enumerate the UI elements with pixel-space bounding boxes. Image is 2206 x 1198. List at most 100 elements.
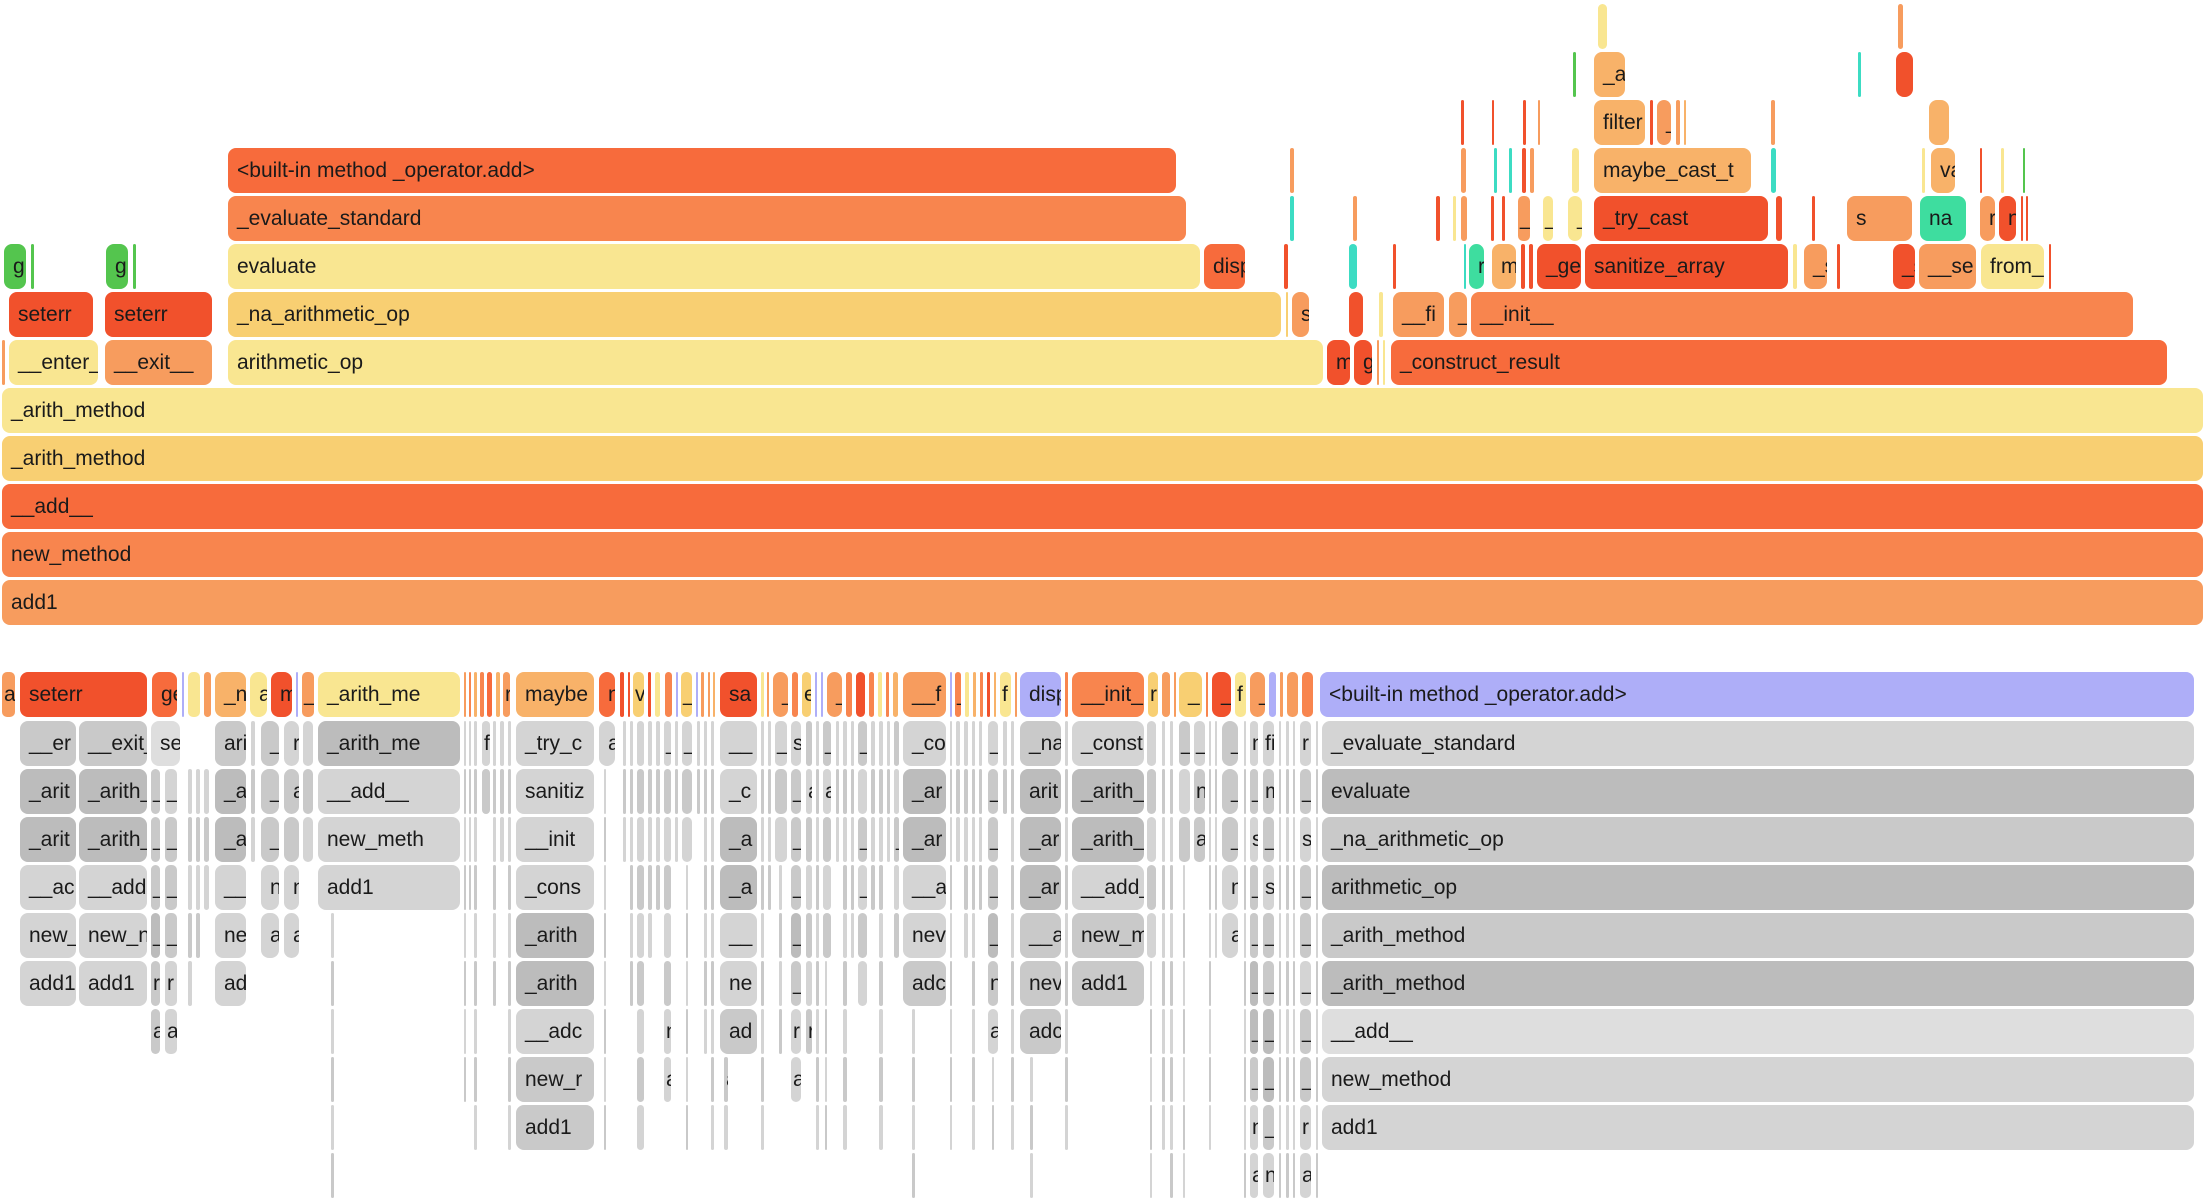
flame-frame-adc[interactable]: adc (903, 961, 946, 1006)
flame-frame-r[interactable]: r (284, 721, 299, 766)
flame-frame-sliver[interactable] (711, 865, 714, 910)
flame-frame-a[interactable]: __a (1020, 913, 1061, 958)
flame-frame-sliver[interactable] (1244, 1105, 1246, 1150)
flame-frame-sliver[interactable]: _ (858, 721, 867, 766)
flame-frame-sliver[interactable] (696, 672, 698, 717)
flame-frame-sliver[interactable] (704, 865, 707, 910)
flame-frame-sliver[interactable] (648, 721, 652, 766)
flame-frame-sliver[interactable]: _ (988, 865, 998, 910)
flame-frame-try-c[interactable]: _try_c (516, 721, 594, 766)
flame-frame-sliver[interactable] (1293, 721, 1295, 766)
flame-frame-new-method[interactable]: new_method (2, 532, 2203, 577)
flame-frame-sliver[interactable] (1162, 865, 1165, 910)
flame-frame-sliver[interactable] (843, 961, 847, 1006)
flame-frame-sliver[interactable] (204, 672, 211, 717)
flame-frame-sliver[interactable] (1522, 148, 1526, 193)
flame-frame-sliver[interactable] (464, 672, 466, 717)
flame-frame-m[interactable]: m (1263, 769, 1274, 814)
flame-frame-sliver[interactable] (1170, 961, 1173, 1006)
flame-frame-sliver[interactable] (474, 1057, 477, 1102)
flame-frame-sliver[interactable] (1215, 769, 1217, 814)
flame-frame-sliver[interactable] (1316, 1057, 1318, 1102)
flame-frame-sliver[interactable]: _ (773, 672, 788, 717)
flame-frame-sliver[interactable] (648, 913, 652, 958)
flame-frame-sliver[interactable] (912, 1057, 915, 1102)
flame-frame-sliver[interactable]: _ (1518, 196, 1530, 241)
flame-frame-sliver[interactable] (846, 672, 852, 717)
flame-frame-sliver[interactable] (711, 769, 714, 814)
flame-frame-sliver[interactable] (604, 1057, 606, 1102)
flame-frame-sliver[interactable] (704, 817, 707, 862)
flame-frame-sliver[interactable] (779, 961, 782, 1006)
flame-frame-sliver[interactable] (1183, 961, 1185, 1006)
flame-frame-sliver[interactable] (871, 817, 875, 862)
flame-frame-va[interactable]: va (1931, 148, 1955, 193)
flame-frame-sliver[interactable] (1209, 1105, 1211, 1150)
flame-frame-sliver[interactable] (711, 1009, 714, 1054)
flame-frame-sliver[interactable] (823, 913, 831, 958)
flame-frame-sliver[interactable] (836, 769, 839, 814)
flame-frame-sliver[interactable] (879, 721, 883, 766)
flame-frame-a[interactable]: _a (720, 865, 757, 910)
flame-frame-sliver[interactable]: _ (151, 817, 160, 862)
flame-frame-sliver[interactable] (1293, 1105, 1295, 1150)
flame-frame-sliver[interactable] (779, 865, 782, 910)
flame-frame-sliver[interactable] (724, 1105, 728, 1150)
flame-frame-evaluate[interactable]: evaluate (228, 244, 1200, 289)
flame-frame-r[interactable]: r (1148, 672, 1158, 717)
flame-frame-n[interactable]: n (988, 961, 998, 1006)
flame-frame-sliver[interactable] (1162, 961, 1165, 1006)
flame-frame-sliver[interactable]: _ (1263, 1105, 1274, 1150)
flame-frame-sliver[interactable] (474, 1105, 477, 1150)
flame-frame-sliver[interactable] (196, 865, 200, 910)
flame-frame-sliver[interactable]: _ (1250, 672, 1265, 717)
flame-frame-sliver[interactable] (851, 817, 854, 862)
flame-frame-sliver[interactable] (469, 865, 471, 910)
flame-frame-sliver[interactable] (806, 961, 812, 1006)
flame-frame-arit[interactable]: _arit (20, 769, 76, 814)
flame-frame-sliver[interactable] (823, 817, 831, 862)
flame-frame-arith-method[interactable]: _arith_method (1322, 961, 2194, 1006)
flame-frame-sliver[interactable] (1286, 865, 1289, 910)
flame-frame-sliver[interactable] (1286, 1105, 1289, 1150)
flame-frame-sliver[interactable] (656, 769, 660, 814)
flame-frame-sliver[interactable]: _ (791, 961, 801, 1006)
flame-frame-sliver[interactable] (1316, 721, 1318, 766)
flame-frame-sliver[interactable] (474, 817, 477, 862)
flame-frame-sliver[interactable] (1284, 244, 1288, 289)
flame-frame-sliver[interactable] (1244, 961, 1246, 1006)
flame-frame-sliver[interactable]: _ (1449, 292, 1467, 337)
flame-frame-sliver[interactable] (188, 672, 200, 717)
flame-frame-sliver[interactable] (1573, 52, 1576, 97)
flame-frame-se[interactable]: __se (1919, 244, 1976, 289)
flame-frame-sliver[interactable] (1280, 672, 1283, 717)
flame-frame-sliver[interactable] (1011, 1105, 1014, 1150)
flame-frame-sliver[interactable] (713, 672, 715, 717)
flame-frame-sliver[interactable] (1509, 148, 1512, 193)
flame-frame-sliver[interactable]: _ (858, 865, 867, 910)
flame-frame-sliver[interactable] (1209, 961, 1211, 1006)
flame-frame-se[interactable]: se (151, 721, 180, 766)
flame-frame-sliver[interactable] (816, 961, 819, 1006)
flame-frame-sliver[interactable] (1209, 1009, 1211, 1054)
flame-frame-sliver[interactable] (1464, 244, 1466, 289)
flame-frame-sliver[interactable] (1162, 721, 1165, 766)
flame-frame-sliver[interactable] (204, 817, 209, 862)
flame-frame-sliver[interactable] (815, 672, 817, 717)
flame-frame-a[interactable]: a (724, 1057, 728, 1102)
flame-frame-sliver[interactable] (331, 961, 334, 1006)
flame-frame-sliver[interactable] (648, 865, 652, 910)
flame-frame-sliver[interactable] (1279, 1009, 1281, 1054)
flame-frame-sliver[interactable] (1316, 817, 1318, 862)
flame-frame-sliver[interactable] (761, 961, 764, 1006)
flame-frame-arith[interactable]: _arith_ (1072, 769, 1144, 814)
flame-frame-construct-result[interactable]: _construct_result (1391, 340, 2167, 385)
flame-frame-sliver[interactable] (637, 961, 644, 1006)
flame-frame-sliver[interactable] (1523, 100, 1526, 145)
flame-frame-a[interactable]: a (791, 1057, 801, 1102)
flame-frame-sliver[interactable]: _ (1300, 913, 1311, 958)
flame-frame-sliver[interactable] (879, 1105, 883, 1150)
flame-frame-sliver[interactable] (887, 817, 890, 862)
flame-frame-a[interactable]: a (261, 913, 279, 958)
flame-frame-arith[interactable]: _arith (516, 961, 594, 1006)
